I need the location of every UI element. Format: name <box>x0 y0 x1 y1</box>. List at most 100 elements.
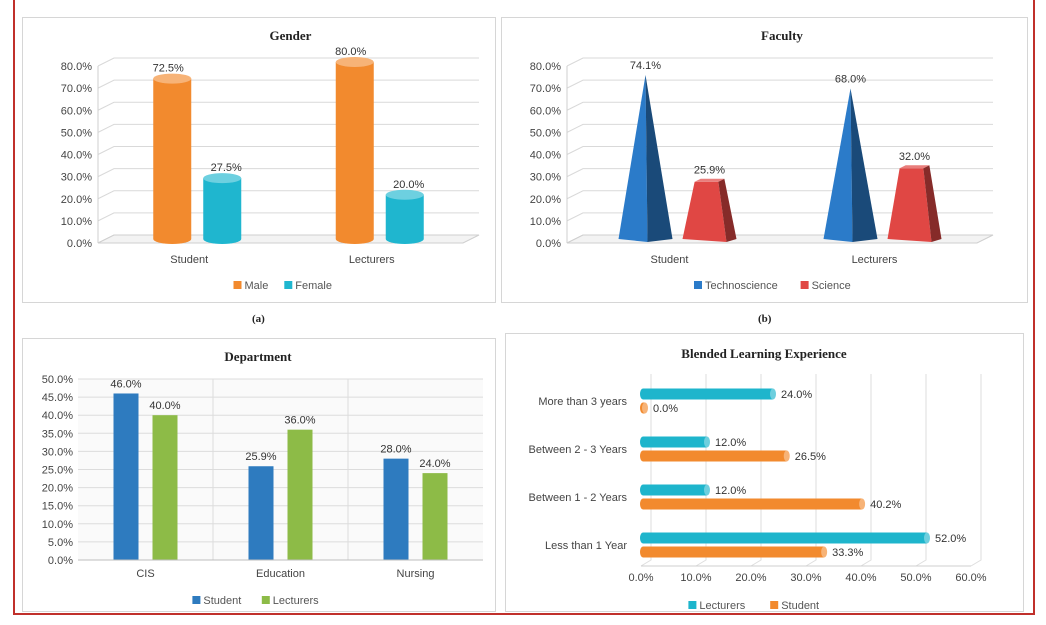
gender-bar-female-lecturers <box>385 194 424 244</box>
faculty-ytick: 20.0% <box>530 194 561 206</box>
legend-swatch-male <box>233 281 242 289</box>
blended-gridline <box>695 374 707 567</box>
gender-ytick: 30.0% <box>61 172 92 184</box>
legend-label-male: Male <box>245 280 269 292</box>
blended-data-label: 0.0% <box>653 403 678 415</box>
department-data-label: 46.0% <box>110 378 141 390</box>
gender-xtick: Lecturers <box>349 254 395 266</box>
faculty-ytick: 30.0% <box>530 172 561 184</box>
faculty-data-label: 68.0% <box>835 74 866 86</box>
department-ytick: 40.0% <box>42 410 73 422</box>
legend-swatch-student <box>770 601 779 609</box>
faculty-bar-technoscience-lecturers-side <box>850 88 878 242</box>
department-title: Department <box>224 349 292 364</box>
blended-chart: Blended Learning Experience 0.0% 10.0% 20.0… <box>529 346 987 612</box>
blended-bar-student-3-cap <box>821 546 828 558</box>
gender-bar-male-lecturers-top <box>335 57 374 67</box>
blended-xtick: 40.0% <box>845 572 876 584</box>
blended-bar-lecturers-0 <box>640 388 773 400</box>
blended-data-label: 26.5% <box>795 451 826 463</box>
gender-ytick: 10.0% <box>61 216 92 228</box>
faculty-gridline <box>566 57 993 67</box>
gender-xtick: Student <box>170 254 208 266</box>
legend-swatch-science <box>800 281 809 289</box>
faculty-ytick: 70.0% <box>530 83 561 95</box>
faculty-bar-science-lecturers <box>887 168 932 242</box>
department-ytick: 15.0% <box>42 501 73 513</box>
caption-b: (b) <box>758 313 772 325</box>
blended-gridline <box>805 374 817 567</box>
faculty-bar-science-lecturers-side <box>923 165 942 242</box>
department-ytick: 10.0% <box>42 519 73 531</box>
faculty-ytick: 10.0% <box>530 216 561 228</box>
faculty-gridline <box>566 101 993 111</box>
department-xtick: Nursing <box>397 568 435 580</box>
department-data-label: 28.0% <box>380 444 411 456</box>
faculty-title: Faculty <box>761 28 803 43</box>
blended-bar-student-2 <box>640 498 863 510</box>
blended-data-label: 12.0% <box>715 485 746 497</box>
faculty-bar-science-lecturers-top <box>899 165 930 169</box>
department-ytick: 50.0% <box>42 374 73 386</box>
gender-ytick: 60.0% <box>61 105 92 117</box>
legend-label-lecturers: Lecturers <box>273 595 319 607</box>
faculty-ytick: 0.0% <box>536 238 561 250</box>
faculty-xtick: Student <box>651 254 689 266</box>
faculty-gridline <box>566 123 993 133</box>
gender-title: Gender <box>270 28 312 43</box>
faculty-ytick: 80.0% <box>530 61 561 73</box>
blended-bar-lecturers-3-cap <box>924 532 930 544</box>
department-bar-lecturers-education <box>287 429 313 560</box>
gender-ytick: 40.0% <box>61 150 92 162</box>
blended-data-label: 33.3% <box>832 547 863 559</box>
blended-xtick: 60.0% <box>955 572 986 584</box>
faculty-panel: Faculty 0.0% 10.0% 20.0% 30.0% 40.0% 50.0% 60.0… <box>501 17 1028 303</box>
blended-bar-student-3 <box>640 546 825 558</box>
department-ytick: 5.0% <box>48 537 73 549</box>
legend-label-student: Student <box>203 595 241 607</box>
gender-bar-male-student <box>153 78 192 244</box>
blended-title: Blended Learning Experience <box>681 346 847 361</box>
gender-data-label: 80.0% <box>335 46 366 58</box>
faculty-bar-technoscience-student <box>618 75 648 243</box>
department-xtick: CIS <box>136 568 154 580</box>
blended-xtick: 20.0% <box>735 572 766 584</box>
blended-bar-student-1-cap <box>783 450 790 462</box>
faculty-gridline <box>566 79 993 89</box>
legend-swatch-female <box>284 281 293 289</box>
department-ytick: 35.0% <box>42 428 73 440</box>
gender-bar-female-student <box>203 178 242 244</box>
legend-label-lecturers: Lecturers <box>699 600 745 611</box>
blended-bar-lecturers-2-cap <box>704 484 710 496</box>
faculty-bar-science-student-side <box>718 178 737 242</box>
department-panel: Department 0.0% 5.0% 10.0% 15.0% 20.0% 25.0% 30… <box>22 338 496 612</box>
gender-data-label: 72.5% <box>153 63 184 75</box>
gender-ytick: 50.0% <box>61 127 92 139</box>
department-ytick: 20.0% <box>42 483 73 495</box>
gender-ytick: 70.0% <box>61 83 92 95</box>
legend-swatch-technoscience <box>694 281 702 289</box>
blended-xtick: 10.0% <box>680 572 711 584</box>
gender-bar-male-lecturers <box>335 62 374 244</box>
legend-swatch-lecturers <box>261 596 270 604</box>
faculty-data-label: 74.1% <box>630 60 661 72</box>
blended-xtick: 0.0% <box>628 572 653 584</box>
blended-xtick: 30.0% <box>790 572 821 584</box>
blended-ytick: Between 1 - 2 Years <box>529 492 628 504</box>
blended-bar-lecturers-2 <box>640 484 707 496</box>
blended-data-label: 40.2% <box>870 499 901 511</box>
faculty-chart: Faculty 0.0% 10.0% 20.0% 30.0% 40.0% 50.0% 60.0… <box>530 28 994 292</box>
blended-data-label: 12.0% <box>715 437 746 449</box>
blended-gridline <box>750 374 762 567</box>
department-data-label: 36.0% <box>284 415 315 427</box>
blended-ytick: Between 2 - 3 Years <box>529 444 628 456</box>
faculty-floor <box>566 234 994 244</box>
faculty-bar-technoscience-lecturers <box>823 88 853 242</box>
department-bar-lecturers-cis <box>152 415 178 560</box>
department-data-label: 40.0% <box>149 400 180 412</box>
department-bar-lecturers-nursing <box>422 473 448 560</box>
faculty-xtick: Lecturers <box>852 254 898 266</box>
caption-a: (a) <box>252 313 265 325</box>
blended-bar-student-1 <box>640 450 787 462</box>
blended-panel: Blended Learning Experience 0.0% 10.0% 20.0… <box>505 333 1024 612</box>
